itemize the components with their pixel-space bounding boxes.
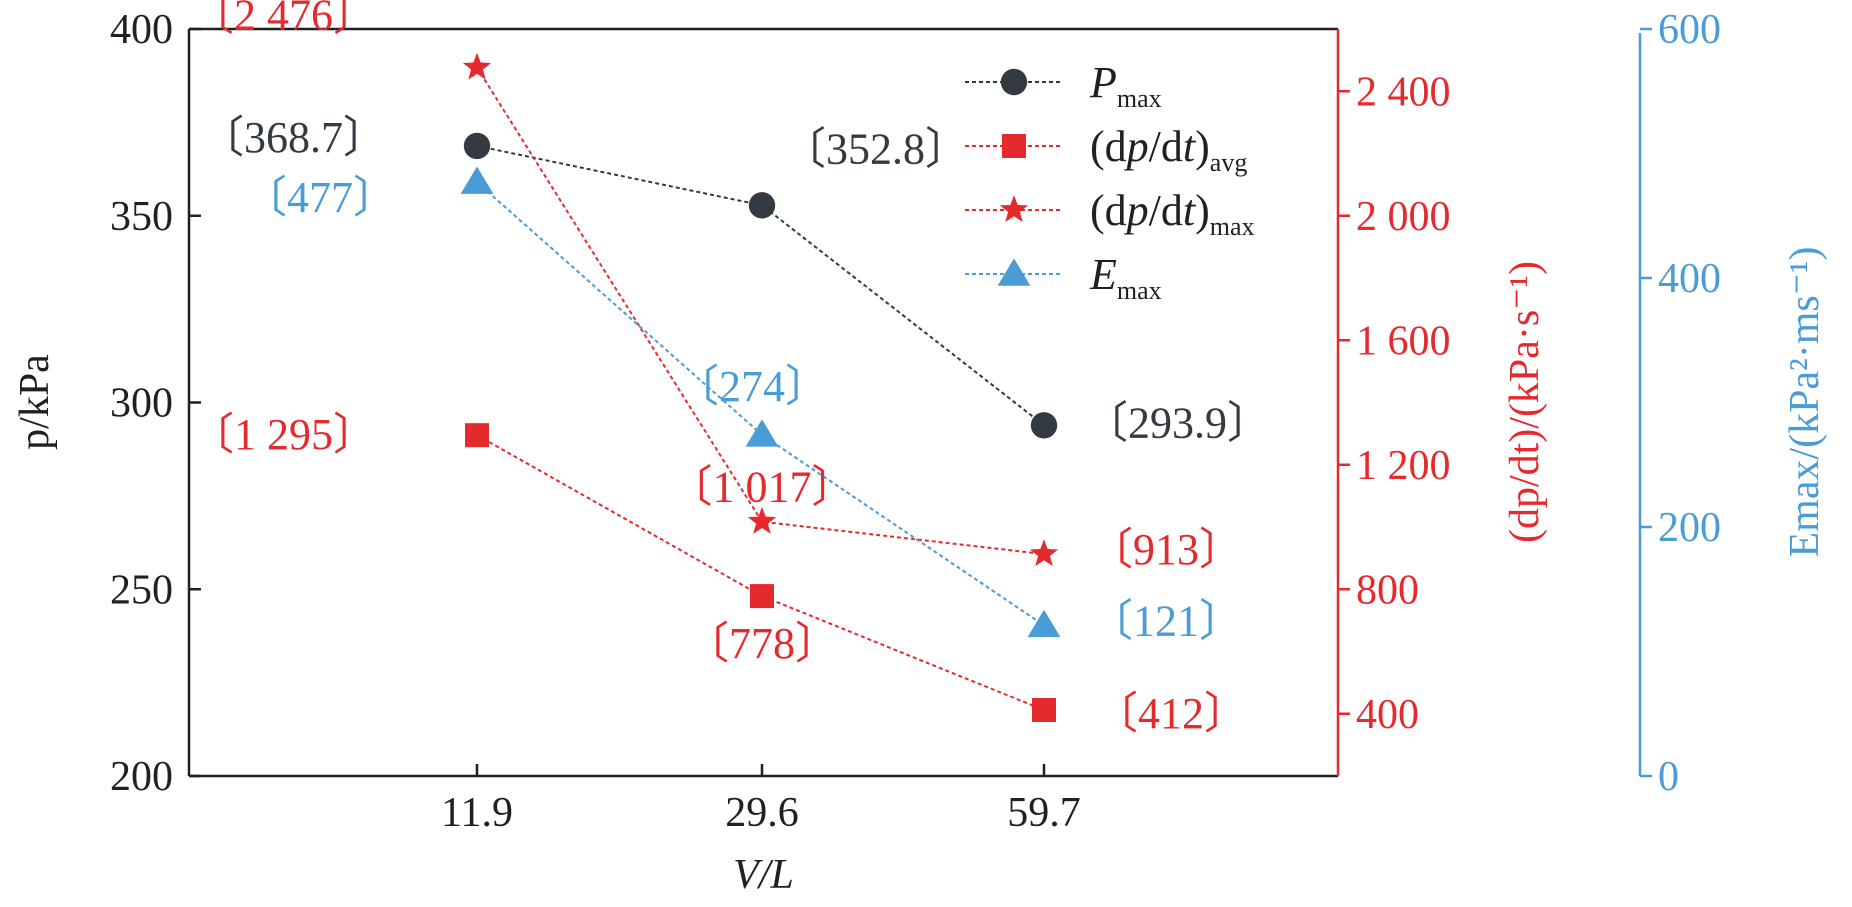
blue-tick-label: 600 <box>1658 7 1721 53</box>
legend-label: Pmax <box>1089 58 1162 113</box>
series-0-point <box>748 192 776 219</box>
x-tick-label: 11.9 <box>441 790 513 836</box>
red-tick-label: 1 600 <box>1356 318 1451 364</box>
data-label: 〔412〕 <box>1094 689 1248 738</box>
series-2-point <box>747 506 777 534</box>
red-tick-label: 800 <box>1356 567 1419 613</box>
data-label: 〔274〕 <box>675 362 829 411</box>
blue-tick-label: 0 <box>1658 754 1679 800</box>
x-tick-label: 59.7 <box>1007 790 1081 836</box>
left-tick-label: 400 <box>110 7 173 53</box>
legend-label: Emax <box>1089 250 1162 305</box>
data-label: 〔2 476〕 <box>190 0 377 40</box>
series-3-point <box>460 166 494 194</box>
red-tick-label: 1 200 <box>1356 443 1451 489</box>
red-tick-label: 2 000 <box>1356 194 1451 240</box>
series-line-2 <box>476 67 1045 556</box>
data-label: 〔352.8〕 <box>782 124 969 173</box>
legend-marker <box>1000 68 1028 96</box>
legend-marker <box>997 258 1031 286</box>
data-labels: 〔368.7〕 〔352.8〕〔293.9〕 〔1 295〕〔778〕〔412〕 〔2… <box>190 0 1271 738</box>
x-tick-label: 29.6 <box>725 790 799 836</box>
data-label: 〔293.9〕 <box>1084 398 1271 447</box>
legend-label: (dp/dt)max <box>1090 186 1255 241</box>
left-tick-label: 250 <box>110 567 173 613</box>
blue-tick-label: 200 <box>1658 505 1721 551</box>
legend-marker <box>999 195 1029 223</box>
series-1-point <box>1032 698 1056 723</box>
series-0-point <box>1030 412 1058 439</box>
red-tick-label: 400 <box>1356 692 1419 738</box>
axes: 200 250 300 350 400 p/kPa 400 800 1 200 1 600 2 00… <box>12 7 1828 898</box>
left-tick-label: 350 <box>110 194 173 240</box>
series-3-point <box>745 419 779 447</box>
left-tick-label: 300 <box>110 381 173 427</box>
data-label: 〔778〕 <box>685 619 839 668</box>
data-label: 〔477〕 <box>243 173 397 222</box>
legend-marker <box>1002 134 1026 158</box>
x-axis-title: V/L <box>733 852 794 898</box>
blue-tick-label: 400 <box>1658 256 1721 302</box>
series-1-point <box>465 423 489 448</box>
data-label: 〔1 017〕 <box>669 463 856 512</box>
blue-axis-title: Emax/(kPa²·ms⁻¹) <box>1782 247 1828 558</box>
series-0-point <box>463 132 491 160</box>
red-tick-label: 2 400 <box>1356 69 1451 115</box>
legend: Pmax (dp/dt)avg (dp/dt)max Emax <box>965 58 1255 305</box>
series-markers <box>460 52 1061 723</box>
series-2-point <box>1029 539 1059 567</box>
red-axis-title: (dp/dt)/(kPa·s⁻¹) <box>1502 261 1548 543</box>
data-label: 〔368.7〕 <box>200 113 387 162</box>
data-label: 〔121〕 <box>1089 596 1243 645</box>
series-1-point <box>750 584 774 609</box>
legend-label: (dp/dt)avg <box>1090 122 1247 177</box>
left-tick-label: 200 <box>110 754 173 800</box>
series-3-point <box>1027 609 1061 638</box>
data-label: 〔913〕 <box>1089 525 1243 574</box>
series-2-point <box>462 52 492 80</box>
data-label: 〔1 295〕 <box>190 410 377 459</box>
left-axis-title: p/kPa <box>12 354 58 450</box>
